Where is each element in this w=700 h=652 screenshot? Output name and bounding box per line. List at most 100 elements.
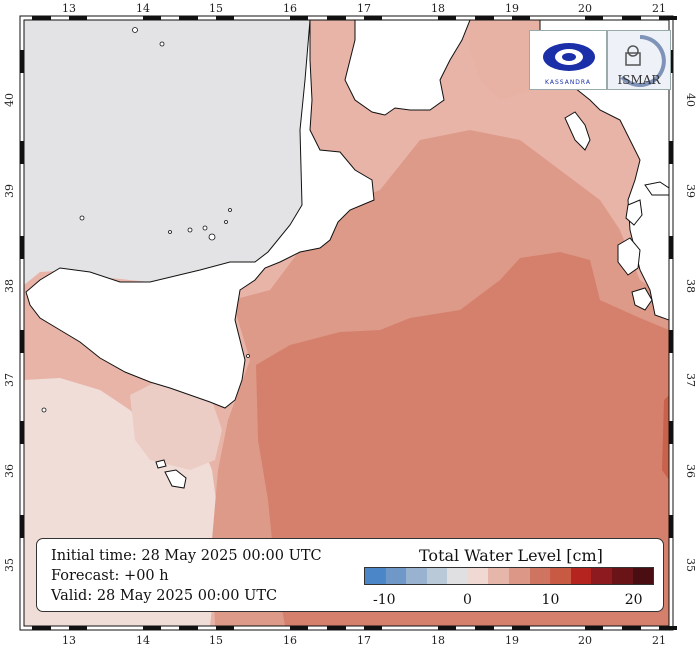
frame-dash [20,421,24,444]
tyrrhenian-sea-area [24,20,310,285]
legend-title: Total Water Level [cm] [419,546,603,565]
malta-island [164,469,187,489]
islet [79,215,85,221]
map-frame [23,19,670,627]
tick-label: 15 [209,2,223,15]
tick-label: 37 [684,373,697,387]
islet [132,27,138,33]
frame-dash [327,626,346,630]
colorbar-tick-label: 0 [463,592,472,608]
tick-label: 21 [652,634,666,647]
frame-dash [20,141,24,164]
tick-label: 17 [357,2,371,15]
frame-dash [143,16,161,20]
kefalonia-island [617,237,641,276]
frame-dash [32,16,51,20]
lefkada-island [625,199,643,226]
frame-dash [327,16,346,20]
tick-label: 38 [3,279,16,293]
tick-label: 16 [283,2,297,15]
ismar-logo-text: ISMAR [617,73,661,87]
frame-dash [20,330,24,353]
kassandra-logo: KASSANDRA [529,30,607,90]
tick-label: 14 [136,634,150,647]
colorbar-swatch [426,568,448,584]
tick-label: 20 [578,2,592,15]
frame-dash [364,626,382,630]
islet [187,227,193,233]
tick-label: 15 [209,634,223,647]
tick-label: 35 [684,558,697,572]
coordinate-tick-labels: 13 13 14 14 15 15 16 16 17 17 18 18 19 19 20 20 21 21 35 35… [3,2,697,647]
islet [41,407,47,413]
gozo-island [155,459,167,469]
colorbar-swatch [467,568,489,584]
corfu-island [564,111,591,151]
info-legend-box: Initial time: 28 May 2025 00:00 UTC Fore… [36,538,664,612]
tick-label: 20 [578,634,592,647]
italy-land [25,20,375,409]
tick-label: 39 [684,184,697,198]
frame-dash [512,626,530,630]
islet [159,41,165,47]
frame-dash [216,626,234,630]
colorbar-swatch [365,568,386,584]
tick-label: 40 [684,93,697,107]
apulia-land [344,20,471,116]
tick-label: 36 [3,464,16,478]
kassandra-logo-text: KASSANDRA [545,79,591,86]
frame-dash [438,16,456,20]
colorbar-tick-label: 10 [541,592,560,608]
islet [168,230,172,234]
frame-dash [669,50,673,73]
frame-dash [216,16,234,20]
tick-label: 21 [652,2,666,15]
islet [202,225,208,231]
sea-core-area [256,252,669,626]
colorbar-swatch [550,568,571,584]
colorbar-swatch [591,568,612,584]
sea-north-strip [470,20,540,100]
tick-label: 40 [3,93,16,107]
frame-dash [669,421,673,444]
frame-dash [20,50,24,73]
greek-coast-islet [644,181,669,196]
tick-label: 38 [684,279,697,293]
islet [246,354,250,358]
frame-dash [669,141,673,164]
frame-dash [32,626,51,630]
islet [228,208,232,212]
islet [224,220,228,224]
frame-dash [669,330,673,353]
colorbar-swatch [570,568,592,584]
tick-label: 19 [505,2,519,15]
sea-west-light-2 [130,380,222,470]
frame-dash [475,626,494,630]
tick-label: 37 [3,373,16,387]
frame-dash [659,626,677,630]
colorbar-swatch [611,568,633,584]
frame-dash [20,515,24,538]
frame-dash [290,16,308,20]
tick-label: 35 [3,558,16,572]
frame-dash [143,626,161,630]
frame-dash [179,16,198,20]
map-outer-frame [19,15,674,631]
frame-dash [290,626,308,630]
tick-label: 36 [684,464,697,478]
frame-dash [669,515,673,538]
frame-dash [659,16,677,20]
frame-dash [622,16,641,20]
zakynthos-island [631,287,653,311]
frame-dash [585,16,603,20]
colorbar-tick-label: 20 [624,592,643,608]
colorbar-swatch [488,568,510,584]
tick-label: 13 [62,2,76,15]
frame-dash [585,626,603,630]
tick-label: 19 [505,634,519,647]
frame-dash [20,236,24,259]
colorbar-tick-label: -10 [373,592,396,608]
tick-label: 18 [431,2,445,15]
frame-dashes [20,16,677,630]
forecast-text: Forecast: +00 h [51,568,169,584]
